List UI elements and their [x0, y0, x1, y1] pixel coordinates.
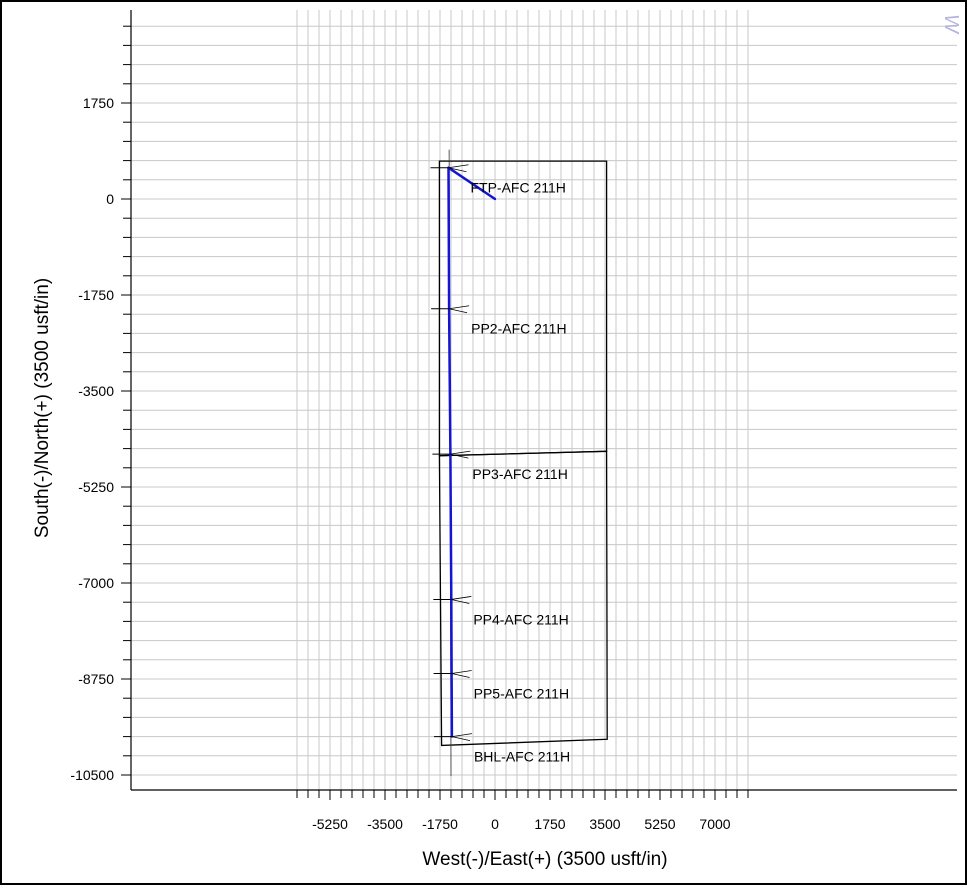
lease-boundary [438, 450, 608, 747]
marker-leader [451, 736, 471, 741]
point-label: PP4-AFC 211H [473, 611, 568, 627]
point-label: PP3-AFC 211H [472, 466, 567, 482]
x-tick-label: 0 [491, 816, 499, 832]
watermark-logo: W [940, 14, 962, 35]
point-label: PP5-AFC 211H [474, 686, 569, 702]
marker-leader [451, 733, 473, 737]
y-tick-label: -7000 [78, 575, 114, 591]
marker-leader [448, 164, 469, 169]
marker-leader [451, 599, 470, 604]
y-tick-label: -5250 [78, 479, 114, 495]
y-tick-label: 1750 [83, 95, 114, 111]
marker-leader [451, 673, 470, 678]
axes-layer: -5250 -3500 -1750 0 1750 3500 5250 7000 1750 0 -17… [70, 10, 957, 832]
x-tick-label: 1750 [534, 816, 565, 832]
y-tick-label: 0 [106, 191, 114, 207]
x-tick-label: 7000 [699, 816, 730, 832]
x-tick-label: -5250 [312, 816, 348, 832]
annotation-layer: FTP-AFC 211H PP2-AFC 211H PP3-AFC 211H PP4-… [430, 164, 570, 765]
y-tick-label: -3500 [78, 383, 114, 399]
marker-leader [448, 167, 467, 173]
marker-leader [449, 308, 468, 314]
point-label: BHL-AFC 211H [474, 749, 570, 765]
marker-leader [451, 670, 472, 674]
marker-leader [451, 596, 472, 600]
x-tick-label: -3500 [367, 816, 403, 832]
x-tick-label: 3500 [589, 816, 620, 832]
y-tick-label: -1750 [78, 287, 114, 303]
marker-leader [450, 450, 471, 455]
point-label: FTP-AFC 211H [470, 180, 565, 196]
marker-leader [450, 453, 469, 459]
marker-leader [449, 305, 470, 310]
chart-plot: -5250 -3500 -1750 0 1750 3500 5250 7000 1750 0 -17… [32, 10, 962, 870]
grid-layer [131, 10, 957, 790]
x-axis-label: West(-)/East(+) (3500 usft/in) [422, 849, 667, 870]
y-tick-label: -10500 [70, 767, 114, 783]
x-tick-label: -1750 [422, 816, 458, 832]
point-label: PP2-AFC 211H [471, 321, 566, 337]
wellbore-point [493, 197, 497, 201]
x-tick-label: 5250 [644, 816, 675, 832]
y-axis-label: South(-)/North(+) (3500 usft/in) [32, 278, 53, 538]
y-tick-label: -8750 [78, 671, 114, 687]
